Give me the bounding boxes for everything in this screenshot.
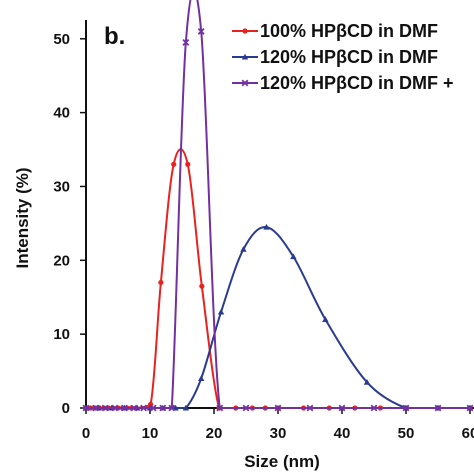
series-line <box>86 148 470 409</box>
y-tick-label: 50 <box>53 31 70 48</box>
legend-label: 120% HPβCD in DMF + <box>260 73 454 93</box>
data-point <box>197 27 205 35</box>
data-point <box>168 404 176 412</box>
data-point <box>185 161 191 167</box>
series-1 <box>83 148 473 411</box>
data-point <box>140 404 148 412</box>
series-line <box>86 226 470 409</box>
data-point <box>322 316 329 322</box>
legend-entry: 120% HPβCD in DMF <box>232 47 438 67</box>
y-tick-label: 0 <box>62 400 70 417</box>
x-tick-label: 50 <box>398 425 415 442</box>
data-point <box>216 404 224 412</box>
data-point <box>274 404 282 412</box>
x-axis-title: Size (nm) <box>244 452 320 471</box>
data-point <box>199 283 205 289</box>
data-point <box>370 404 378 412</box>
legend-label: 100% HPβCD in DMF <box>260 21 438 41</box>
x-tick-label: 60 <box>462 425 474 442</box>
data-point <box>434 404 442 412</box>
legend-marker <box>242 28 248 34</box>
y-tick-label: 20 <box>53 252 70 269</box>
legend-entry: 120% HPβCD in DMF + <box>232 73 454 93</box>
data-point <box>82 404 90 412</box>
data-point <box>217 308 225 315</box>
data-point <box>101 404 109 412</box>
panel-label: b. <box>104 23 125 50</box>
data-point <box>111 404 119 412</box>
data-point <box>198 375 205 382</box>
data-point <box>182 404 190 411</box>
data-point <box>92 404 100 412</box>
data-point <box>466 404 474 412</box>
data-point <box>290 253 297 260</box>
x-tick-label: 40 <box>334 425 351 442</box>
data-point <box>242 404 250 412</box>
series-3 <box>82 0 474 412</box>
data-point <box>171 161 177 167</box>
y-tick-label: 30 <box>53 178 70 195</box>
legend-label: 120% HPβCD in DMF <box>260 47 438 67</box>
data-point <box>149 404 157 412</box>
series-2 <box>82 223 474 411</box>
x-tick-label: 0 <box>82 425 90 442</box>
y-tick-label: 10 <box>53 326 70 343</box>
legend-entry: 100% HPβCD in DMF <box>232 21 438 41</box>
x-tick-label: 10 <box>142 425 159 442</box>
data-point <box>130 404 138 412</box>
data-point <box>402 404 410 412</box>
y-axis-title: Intensity (%) <box>13 167 32 268</box>
data-point <box>158 279 164 286</box>
legend-marker <box>241 79 249 87</box>
data-point <box>159 404 167 412</box>
data-point <box>338 404 346 412</box>
data-point <box>120 404 128 412</box>
data-point <box>306 404 314 412</box>
y-tick-label: 40 <box>53 105 70 122</box>
data-point <box>182 39 190 46</box>
data-point <box>363 378 371 385</box>
x-tick-label: 20 <box>206 425 223 442</box>
x-tick-label: 30 <box>270 425 287 442</box>
legend: 100% HPβCD in DMF 120% HPβCD in DMF 120% H… <box>232 21 454 93</box>
data-point <box>263 223 270 230</box>
data-point <box>240 246 247 252</box>
legend-marker <box>241 53 249 60</box>
